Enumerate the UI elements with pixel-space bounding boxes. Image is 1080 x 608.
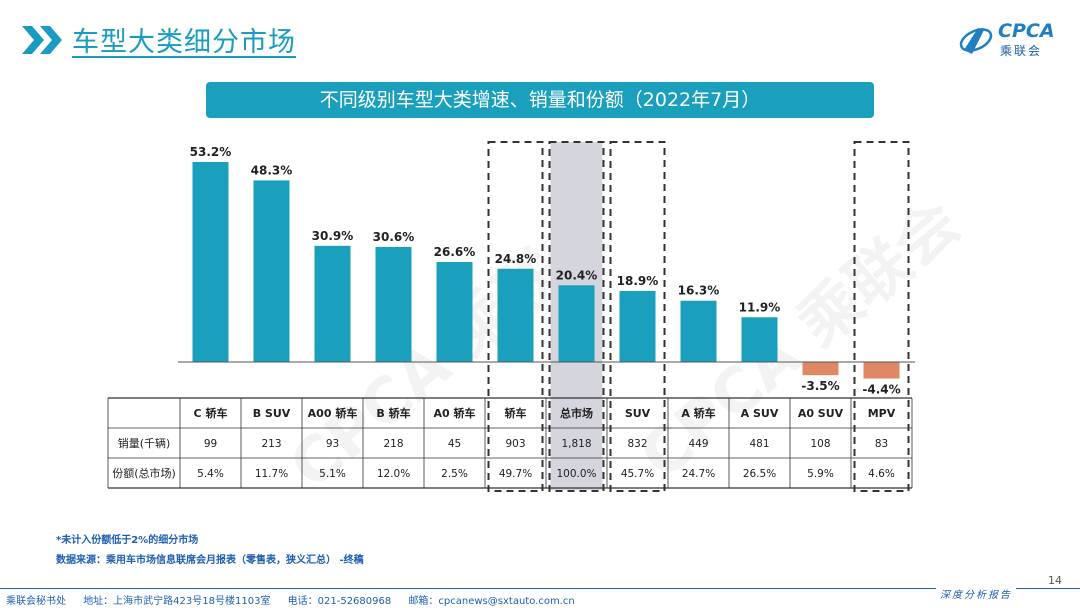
table-cell: 5.9% (807, 468, 834, 480)
footer-email: 邮箱：cpcanews@sxtauto.com.cn (408, 596, 575, 607)
bar-value-label: 11.9% (739, 300, 781, 314)
table-cell: 449 (688, 438, 708, 450)
highlight-box (548, 141, 605, 492)
highlight-box (487, 141, 544, 492)
table-cell: 93 (326, 438, 339, 450)
table-cell: 5.4% (197, 468, 224, 480)
table-cell: 4.6% (868, 468, 895, 480)
chevron-arrows-icon (22, 26, 62, 54)
bar-value-label: 16.3% (678, 284, 720, 298)
category-label: A SUV (741, 407, 779, 420)
note-source: 数据来源：乘用车市场信息联席会月报表（零售表，狭义汇总） -终稿 (56, 555, 364, 566)
bar (863, 362, 900, 379)
bar-value-label: 30.6% (373, 230, 415, 244)
footer-phone: 电话：021-52680968 (287, 596, 392, 607)
bar-value-label: 48.3% (251, 163, 293, 177)
bar (436, 262, 473, 362)
category-label: A0 SUV (798, 407, 844, 420)
bar (558, 285, 595, 362)
table-cell: 49.7% (499, 468, 532, 480)
table-cell: 83 (875, 438, 888, 450)
table-cell: 481 (749, 438, 769, 450)
table-cell: 903 (505, 438, 525, 450)
table-row-label: 销量(千辆) (118, 436, 171, 450)
chart-banner-title: 不同级别车型大类增速、销量和份额（2022年7月） (206, 82, 874, 118)
category-label: C 轿车 (194, 406, 228, 420)
category-label: A0 轿车 (434, 406, 476, 420)
table-cell: 108 (810, 438, 830, 450)
bar-value-label: 18.9% (617, 274, 659, 288)
table-cell: 2.5% (441, 468, 468, 480)
footer: 乘联会秘书处 地址：上海市武宁路423号18号楼1103室 电话：021-526… (6, 592, 589, 607)
table-cell: 45.7% (621, 468, 654, 480)
bar (802, 362, 839, 376)
logo-subtitle: 乘联会 (1000, 44, 1043, 58)
bar (375, 246, 412, 362)
table-cell: 213 (261, 438, 281, 450)
category-label: B 轿车 (376, 406, 410, 420)
table-cell: 26.5% (743, 468, 776, 480)
bar-value-label: 20.4% (556, 268, 598, 282)
category-label: B SUV (253, 407, 291, 420)
footer-address: 地址：上海市武宁路423号18号楼1103室 (83, 596, 271, 607)
category-label: SUV (625, 407, 651, 420)
table-cell: 100.0% (556, 468, 596, 480)
cpca-logo-icon (959, 28, 993, 54)
logo-text: CPCA (998, 20, 1055, 42)
table-cell: 5.1% (319, 468, 346, 480)
bar (741, 317, 778, 362)
bar-value-label: 53.2% (190, 145, 232, 159)
category-label: 总市场 (560, 406, 593, 420)
footer-divider (0, 588, 1080, 589)
page-number: 14 (1048, 574, 1062, 587)
category-label: A00 轿车 (308, 406, 358, 420)
bar-value-label: 30.9% (312, 229, 354, 243)
table-cell: 832 (627, 438, 647, 450)
table-cell: 12.0% (377, 468, 410, 480)
footer-org: 乘联会秘书处 (6, 596, 66, 607)
bar (314, 245, 351, 362)
bar-value-label: 24.8% (495, 252, 537, 266)
table-row-label: 份额(总市场) (112, 466, 176, 480)
bar (497, 268, 534, 362)
chart-notes: *未计入份额低于2%的细分市场 数据来源：乘用车市场信息联席会月报表（零售表，狭… (56, 531, 364, 571)
bar-value-label: 26.6% (434, 245, 476, 259)
bar-value-label: -4.4% (862, 383, 900, 397)
category-label: 轿车 (505, 406, 527, 420)
page-title: 车型大类细分市场 (72, 27, 296, 58)
note-threshold: *未计入份额低于2%的细分市场 (56, 535, 199, 546)
bar (192, 162, 229, 362)
table-cell: 24.7% (682, 468, 715, 480)
highlight-box (853, 141, 910, 492)
category-label: A 轿车 (681, 406, 715, 420)
bar (680, 300, 717, 362)
report-tag: 深度分析报告 (936, 586, 1016, 601)
highlight-box (609, 141, 666, 492)
category-label: MPV (868, 407, 896, 420)
table-cell: 99 (204, 438, 217, 450)
table-cell: 45 (448, 438, 461, 450)
table-cell: 218 (383, 438, 403, 450)
table-cell: 1,818 (561, 438, 591, 450)
bar (253, 180, 290, 362)
bar-value-label: -3.5% (801, 379, 839, 393)
bar (619, 290, 656, 362)
table-cell: 11.7% (255, 468, 288, 480)
